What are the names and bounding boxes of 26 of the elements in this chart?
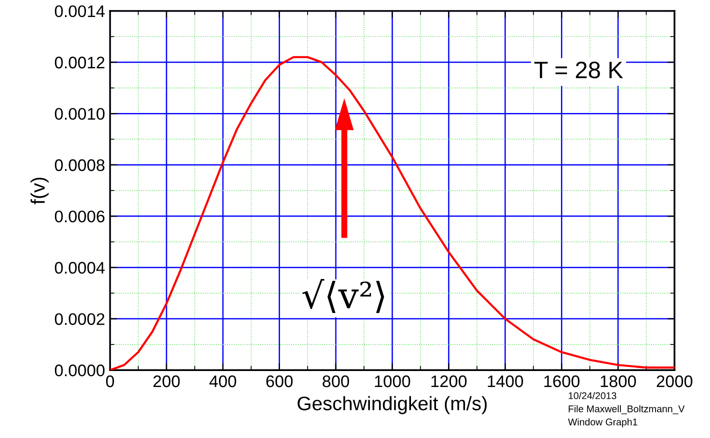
x-tick-label: 0 [106, 375, 114, 388]
y-tick-label: 0.0004 [54, 262, 105, 274]
y-tick-label: 0.0000 [54, 364, 105, 376]
text: Window Graph1 [568, 418, 638, 428]
x-tick-label: 1800 [600, 375, 636, 388]
text: 10/24/2013 [568, 392, 616, 400]
y-tick-label: 0.0012 [54, 56, 104, 68]
text: File Maxwell_Boltzmann_V [568, 405, 685, 414]
x-tick-label: 200 [153, 375, 180, 388]
annotation: T = 28 K [534, 62, 624, 78]
y-tick-label: 0.0010 [54, 108, 105, 120]
y-tick-label: 0.0002 [54, 313, 104, 326]
annotation: √⟨v²⟩ [302, 278, 384, 314]
x-tick-label: 400 [209, 375, 236, 388]
y-tick-label: 0.0014 [54, 5, 105, 18]
x-axis-title: Geschwindigkeit (m/s) [298, 396, 487, 414]
x-tick-label: 600 [266, 375, 293, 388]
x-tick-label: 1000 [375, 375, 410, 388]
x-tick-label: 2000 [656, 375, 692, 388]
x-tick-label: 1400 [488, 375, 524, 388]
x-tick-label: 800 [322, 375, 350, 388]
x-tick-label: 1600 [544, 375, 580, 388]
x-tick-label: 1200 [431, 375, 467, 388]
y-axis-title: f(v) [30, 178, 49, 204]
y-tick-label: 0.0006 [54, 210, 104, 222]
y-tick-label: 0.0008 [54, 159, 104, 172]
